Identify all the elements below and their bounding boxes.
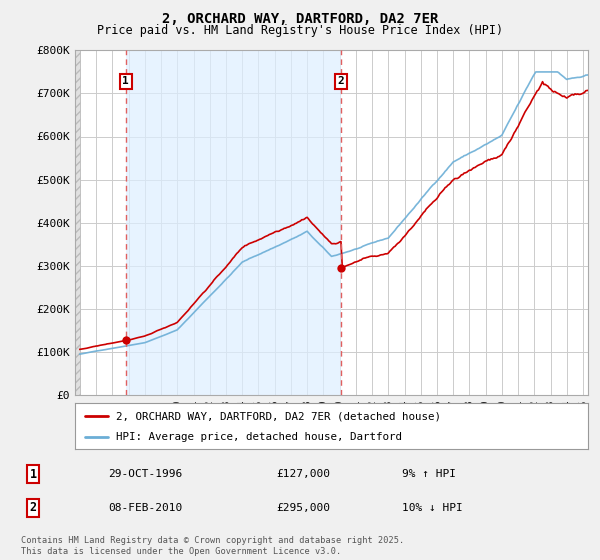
Text: Contains HM Land Registry data © Crown copyright and database right 2025.
This d: Contains HM Land Registry data © Crown c… xyxy=(21,536,404,556)
Text: 1: 1 xyxy=(29,468,37,481)
Text: 08-FEB-2010: 08-FEB-2010 xyxy=(108,503,182,513)
Text: 9% ↑ HPI: 9% ↑ HPI xyxy=(402,469,456,479)
Text: £295,000: £295,000 xyxy=(276,503,330,513)
Text: 2, ORCHARD WAY, DARTFORD, DA2 7ER: 2, ORCHARD WAY, DARTFORD, DA2 7ER xyxy=(162,12,438,26)
Bar xyxy=(126,50,341,395)
Bar xyxy=(75,50,80,395)
Text: Price paid vs. HM Land Registry's House Price Index (HPI): Price paid vs. HM Land Registry's House … xyxy=(97,24,503,37)
Text: 2: 2 xyxy=(29,501,37,515)
Text: £127,000: £127,000 xyxy=(276,469,330,479)
Text: HPI: Average price, detached house, Dartford: HPI: Average price, detached house, Dart… xyxy=(116,432,402,442)
Text: 10% ↓ HPI: 10% ↓ HPI xyxy=(402,503,463,513)
Text: 2: 2 xyxy=(338,76,344,86)
Text: 1: 1 xyxy=(122,76,129,86)
Text: 29-OCT-1996: 29-OCT-1996 xyxy=(108,469,182,479)
Text: 2, ORCHARD WAY, DARTFORD, DA2 7ER (detached house): 2, ORCHARD WAY, DARTFORD, DA2 7ER (detac… xyxy=(116,411,441,421)
